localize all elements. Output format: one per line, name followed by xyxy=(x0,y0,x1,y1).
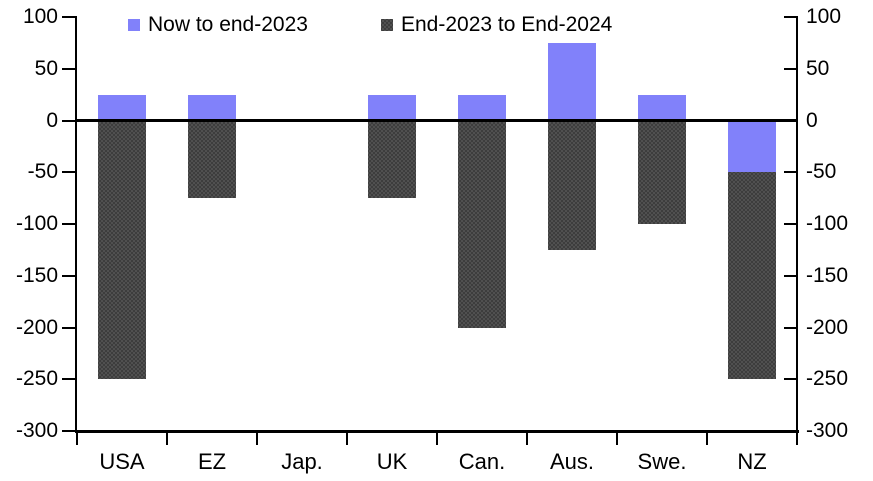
y-tick-right xyxy=(784,430,797,432)
bar-segment-can-series1 xyxy=(458,120,506,328)
x-category-label-uk: UK xyxy=(376,449,408,474)
bar-segment-usa-series0 xyxy=(98,94,146,121)
x-category-label-can: Can. xyxy=(458,449,506,474)
y-tick-left xyxy=(62,171,75,174)
y-tick-right xyxy=(784,67,797,70)
legend-entry-now-to-end-2023: Now to end-2023 xyxy=(128,13,308,36)
y-tick-right xyxy=(784,16,797,18)
zero-baseline xyxy=(77,119,797,122)
bar-segment-ez-series1 xyxy=(188,120,236,199)
legend-label-now-to-end-2023: Now to end-2023 xyxy=(148,13,308,36)
bar-segment-swe-series0 xyxy=(638,94,686,121)
y-tick-label-left: -100 xyxy=(15,212,58,235)
y-tick-label-right: 0 xyxy=(806,108,818,132)
y-tick-label-right: 100 xyxy=(806,5,842,28)
y-tick-label-left: -50 xyxy=(27,160,58,184)
x-category-label-swe: Swe. xyxy=(637,449,687,474)
y-tick-right xyxy=(784,274,797,277)
y-tick-left xyxy=(62,16,75,18)
y-tick-left xyxy=(62,430,75,432)
y-tick-label-left: 100 xyxy=(22,5,58,28)
y-tick-right xyxy=(784,378,797,381)
x-tick xyxy=(346,432,348,445)
y-tick-right xyxy=(784,223,797,225)
y-tick-label-right: -300 xyxy=(806,419,849,442)
y-tick-left xyxy=(62,223,75,225)
y-tick-label-left: -200 xyxy=(15,315,58,339)
x-tick xyxy=(436,432,438,445)
x-category-label-nz: NZ xyxy=(737,449,767,474)
bar-segment-usa-series1 xyxy=(98,120,146,380)
y-tick-label-left: 50 xyxy=(34,56,58,80)
x-tick xyxy=(796,432,798,445)
y-tick-left xyxy=(62,119,75,122)
legend-entry-end-2023-to-end-2024: End-2023 to End-2024 xyxy=(381,13,612,36)
y-axis-left xyxy=(75,16,77,433)
x-tick xyxy=(256,432,258,445)
y-tick-label-right: -150 xyxy=(806,263,849,287)
bar-segment-aus-series0 xyxy=(548,42,596,121)
y-axis-right xyxy=(796,16,798,433)
x-tick xyxy=(526,432,528,445)
bar-segment-uk-series0 xyxy=(368,94,416,121)
bar-segment-swe-series1 xyxy=(638,120,686,224)
x-tick xyxy=(76,432,78,445)
y-tick-label-right: -100 xyxy=(806,212,849,235)
bar-segment-aus-series1 xyxy=(548,120,596,250)
y-tick-left xyxy=(62,67,75,70)
bar-segment-nz-series1 xyxy=(728,172,776,380)
y-tick-label-left: -250 xyxy=(15,367,58,391)
bar-segment-uk-series1 xyxy=(368,120,416,199)
y-tick-right xyxy=(784,326,797,329)
y-tick-left xyxy=(62,274,75,277)
y-tick-label-left: 0 xyxy=(46,108,58,132)
x-tick xyxy=(166,432,168,445)
chart-legend: Now to end-2023 End-2023 to End-2024 xyxy=(0,0,873,40)
y-tick-left xyxy=(62,326,75,329)
x-tick xyxy=(706,432,708,445)
y-tick-label-right: -200 xyxy=(806,315,849,339)
legend-label-end-2023-to-end-2024: End-2023 to End-2024 xyxy=(401,13,613,36)
y-tick-label-right: -250 xyxy=(806,367,849,391)
y-tick-right xyxy=(784,171,797,174)
legend-swatch-now-to-end-2023 xyxy=(128,18,140,31)
x-category-label-ez: EZ xyxy=(197,449,227,474)
x-category-label-usa: USA xyxy=(99,449,145,474)
bar-segment-nz-series0 xyxy=(728,120,776,173)
bar-segment-can-series0 xyxy=(458,94,506,121)
x-category-label-aus: Aus. xyxy=(549,449,595,474)
y-tick-label-right: -50 xyxy=(806,160,837,184)
legend-swatch-end-2023-to-end-2024 xyxy=(381,18,393,31)
y-tick-label-left: -300 xyxy=(15,419,58,442)
x-category-label-jap: Jap. xyxy=(281,449,323,474)
x-tick xyxy=(616,432,618,445)
x-axis xyxy=(75,430,799,433)
bar-segment-ez-series0 xyxy=(188,94,236,121)
y-tick-label-right: 50 xyxy=(806,56,830,80)
y-tick-left xyxy=(62,378,75,381)
y-tick-label-left: -150 xyxy=(15,263,58,287)
